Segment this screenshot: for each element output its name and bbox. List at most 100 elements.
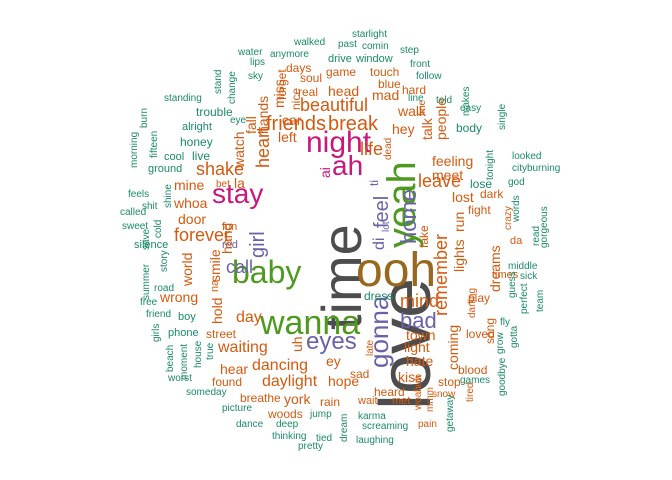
cloud-word: dance	[236, 419, 264, 430]
cloud-word: guess	[507, 271, 518, 298]
cloud-word: line	[408, 93, 424, 104]
cloud-word: makes	[461, 86, 472, 116]
cloud-word: darling	[467, 287, 478, 318]
cloud-word: late	[365, 339, 376, 356]
cloud-word: shit	[142, 201, 158, 212]
cloud-word: jump	[310, 409, 332, 420]
cloud-word: play	[468, 291, 491, 305]
cloud-word: door	[178, 211, 207, 227]
cloud-word: pretty	[298, 441, 324, 452]
cloud-word: hate	[406, 353, 434, 369]
cloud-word: na	[209, 279, 221, 292]
cloud-word: mind	[400, 291, 440, 311]
cloud-word: dancing	[252, 357, 309, 374]
cloud-word: dress	[364, 289, 394, 303]
cloud-word: breathe	[240, 391, 281, 405]
cloud-word: car	[282, 112, 302, 128]
cloud-word: fun	[222, 221, 238, 233]
cloud-word: break	[328, 113, 379, 135]
cloud-word: sad	[350, 367, 370, 381]
cloud-word: perfect	[519, 283, 530, 314]
cloud-word: dark	[480, 187, 504, 201]
cloud-word: beautiful	[300, 95, 369, 115]
cloud-word: mad	[372, 87, 400, 103]
cloud-word: watch	[231, 131, 247, 168]
cloud-word: rain	[320, 395, 341, 409]
cloud-word: lot	[381, 221, 392, 232]
cloud-word: past	[338, 39, 357, 50]
cloud-word: sick	[520, 271, 538, 282]
cloud-word: stay	[212, 178, 264, 209]
cloud-word: town	[406, 327, 436, 343]
cloud-word: fifteen	[149, 130, 160, 158]
cloud-word: game	[326, 65, 357, 79]
cloud-word: picture	[222, 403, 253, 414]
cloud-word: called	[120, 207, 147, 218]
cloud-word: ti	[367, 180, 381, 186]
cloud-word: fly	[500, 317, 510, 328]
cloud-word: story	[159, 250, 170, 272]
cloud-word: starlight	[352, 29, 388, 40]
cloud-word: uh	[289, 336, 305, 352]
cloud-word: call	[226, 257, 254, 277]
cloud-word: lips	[250, 57, 266, 68]
cloud-word: dead	[383, 137, 394, 160]
cloud-word: heard	[374, 385, 405, 399]
cloud-word: blood	[458, 363, 488, 377]
cloud-word: free	[140, 297, 158, 308]
cloud-word: games	[460, 375, 491, 386]
cloud-word: anymore	[270, 49, 309, 60]
cloud-word: found	[212, 375, 243, 389]
cloud-word: worst	[168, 373, 192, 384]
cloud-word: tonight	[485, 149, 496, 180]
cloud-word: mine	[174, 177, 205, 193]
cloud-word: night	[306, 126, 372, 159]
cloud-word: screaming	[362, 421, 409, 432]
cloud-word: shake	[196, 159, 245, 179]
cloud-word: feeling	[432, 153, 474, 169]
cloud-word: laughing	[356, 435, 394, 446]
cloud-word: someday	[186, 387, 227, 398]
cloud-word: god	[508, 177, 525, 188]
cloud-word: whoa	[174, 195, 208, 211]
cloud-word: head	[328, 83, 360, 99]
cloud-word: thinking	[272, 431, 307, 442]
cloud-word: goodbye	[497, 357, 508, 396]
cloud-word: read	[531, 225, 542, 246]
cloud-word: hands	[255, 95, 271, 134]
cloud-word: la	[234, 175, 245, 191]
cloud-word: forever	[174, 225, 231, 245]
cloud-word: real	[298, 85, 319, 99]
cloud-word: blue	[378, 77, 401, 91]
cloud-word: stop	[438, 375, 461, 389]
cloud-word: cityburning	[512, 163, 561, 174]
cloud-word: follow	[416, 71, 442, 82]
cloud-word: dream	[339, 413, 350, 442]
cloud-word: hard	[402, 83, 427, 97]
cloud-word: left	[278, 129, 297, 145]
cloud-word: body	[456, 121, 483, 135]
cloud-word: water	[238, 47, 263, 58]
cloud-word: change	[227, 71, 238, 104]
cloud-word: york	[284, 391, 311, 407]
cloud-word: baby	[232, 254, 302, 290]
cloud-word: daylight	[262, 373, 318, 390]
cloud-word: told	[436, 95, 453, 106]
cloud-word: friends	[266, 113, 327, 135]
cloud-word: getaway	[445, 394, 456, 432]
cloud-word: ooh	[356, 244, 437, 297]
cloud-word: street	[206, 327, 237, 341]
cloud-word: girls	[151, 323, 162, 342]
cloud-word: sweet	[122, 221, 149, 232]
cloud-word: eyes	[306, 328, 357, 355]
cloud-word: hold	[209, 297, 225, 324]
cloud-word: drive	[328, 53, 352, 65]
cloud-word: karma	[358, 411, 386, 422]
cloud-word: kiss	[398, 369, 423, 385]
cloud-word: wait	[358, 395, 378, 407]
cloud-word: house	[193, 340, 204, 368]
cloud-word: walk	[398, 103, 427, 119]
cloud-word: loved	[466, 327, 495, 341]
cloud-word: team	[535, 289, 546, 312]
